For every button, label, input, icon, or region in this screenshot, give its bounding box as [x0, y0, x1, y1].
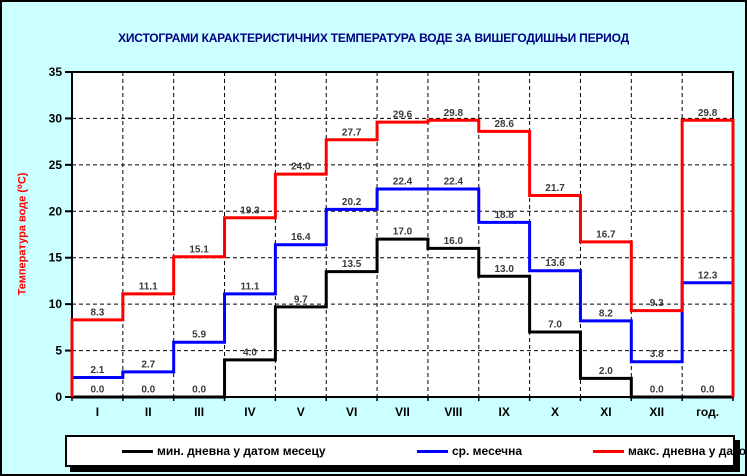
y-tick-label: 0 [55, 390, 62, 404]
legend-line-mean-icon [417, 449, 448, 453]
value-label-min: 17.0 [393, 227, 413, 238]
value-label-min: 4.0 [243, 347, 257, 358]
y-tick-label: 15 [49, 251, 63, 265]
x-month-label: II [145, 405, 152, 419]
value-label-mean: 2.1 [90, 365, 104, 376]
legend: мин. дневна у датом месецу ср. месечна м… [65, 435, 745, 467]
x-month-label: VII [395, 405, 410, 419]
value-label-mean: 22.4 [393, 177, 413, 188]
value-label-max: 28.6 [494, 119, 514, 130]
value-label-mean: 16.4 [291, 232, 311, 243]
x-month-label: IV [244, 405, 255, 419]
value-label-min: 7.0 [548, 320, 562, 331]
value-label-min: 9.7 [294, 294, 308, 305]
value-label-mean: 2.7 [141, 359, 155, 370]
series-min-line [72, 237, 733, 399]
chart-title: ХИСТОГРАМИ КАРАКТЕРИСТИЧНИХ ТЕМПЕРАТУРА … [118, 31, 629, 45]
x-month-label: VIII [444, 405, 462, 419]
legend-line-max-icon [593, 449, 624, 453]
value-label-mean: 13.6 [545, 258, 565, 269]
value-label-max: 21.7 [545, 183, 565, 194]
legend-label-mean: ср. месечна [452, 444, 523, 458]
legend-item-max: макс. дневна у датом месецу [593, 437, 746, 465]
value-label-mean: 11.1 [241, 281, 260, 292]
y-tick-label: 30 [49, 111, 63, 125]
value-label-max: 29.6 [393, 110, 413, 121]
legend-label-max: макс. дневна у датом месецу [628, 444, 746, 458]
x-month-label: I [96, 405, 99, 419]
value-label-max: 15.1 [189, 244, 209, 255]
value-label-mean: 20.2 [342, 197, 362, 208]
value-label-min: 2.0 [599, 366, 613, 377]
value-label-min: 0.0 [192, 385, 206, 396]
value-label-max: 16.7 [596, 229, 616, 240]
y-tick-label: 10 [49, 297, 63, 311]
legend-item-mean: ср. месечна [417, 437, 522, 465]
x-month-label: III [194, 405, 204, 419]
x-month-label: XI [600, 405, 611, 419]
x-month-label: IX [499, 405, 510, 419]
legend-label-min: мин. дневна у датом месецу [157, 444, 326, 458]
y-tick-label: 20 [49, 204, 63, 218]
value-label-min: 0.0 [90, 385, 104, 396]
value-label-mean: 18.8 [494, 210, 514, 221]
value-label-mean: 22.4 [444, 177, 464, 188]
value-label-mean: 8.2 [599, 308, 613, 319]
x-month-label: V [297, 405, 305, 419]
series-mean-line [70, 187, 735, 397]
value-label-min: 16.0 [444, 236, 464, 247]
legend-item-min: мин. дневна у датом месецу [122, 437, 326, 465]
legend-line-min-icon [122, 449, 153, 453]
y-tick-label: 5 [55, 344, 62, 358]
value-label-max: 8.3 [90, 307, 104, 318]
value-label-max: 11.1 [139, 281, 158, 292]
value-label-max: 29.8 [698, 108, 718, 119]
x-month-label: год. [696, 405, 719, 419]
value-label-mean: 3.8 [650, 349, 664, 360]
y-tick-label: 35 [49, 65, 63, 79]
value-label-min: 13.5 [342, 259, 362, 270]
x-month-label: X [551, 405, 559, 419]
value-label-max: 19.3 [240, 205, 260, 216]
value-label-min: 0.0 [701, 385, 715, 396]
value-label-max: 24.0 [291, 162, 311, 173]
value-label-max: 27.7 [342, 127, 362, 138]
value-label-mean: 12.3 [698, 270, 718, 281]
y-tick-label: 25 [49, 158, 63, 172]
value-label-min: 0.0 [650, 385, 664, 396]
x-month-label: VI [346, 405, 357, 419]
value-label-min: 13.0 [494, 264, 514, 275]
x-month-label: XII [649, 405, 664, 419]
value-label-max: 9.3 [650, 298, 664, 309]
value-label-mean: 5.9 [192, 330, 206, 341]
value-label-min: 0.0 [141, 385, 155, 396]
value-label-max: 29.8 [444, 108, 464, 119]
series-max-line [70, 118, 735, 397]
